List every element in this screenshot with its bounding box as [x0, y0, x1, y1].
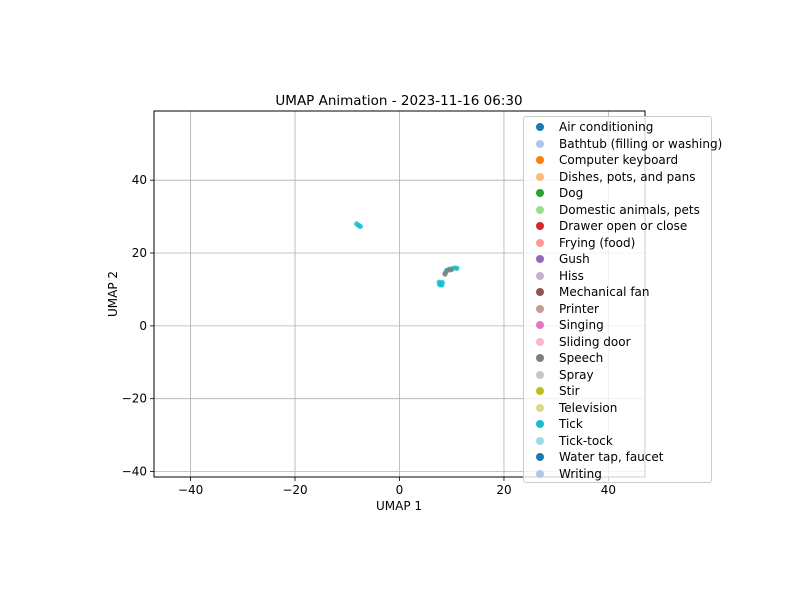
legend-marker-icon: [536, 337, 544, 346]
legend-item: Dog: [524, 185, 713, 201]
legend-item: Writing: [524, 466, 713, 482]
legend-item: Water tap, faucet: [524, 449, 713, 465]
legend-item: Gush: [524, 251, 713, 267]
legend-label: Singing: [559, 318, 604, 332]
legend-label: Printer: [559, 301, 599, 316]
legend-label: Computer keyboard: [559, 153, 679, 167]
legend-marker-icon: [536, 238, 544, 247]
y-tick-label: −20: [122, 392, 147, 406]
legend-label: Sliding door: [559, 334, 631, 349]
legend-marker-icon: [536, 436, 544, 445]
legend-marker-icon: [536, 172, 544, 181]
y-tick-label: 0: [139, 319, 147, 333]
legend-label: Writing: [559, 466, 602, 481]
legend-label: Dog: [559, 186, 584, 200]
data-point-speech: [442, 271, 448, 277]
x-tick-label: 20: [496, 483, 511, 497]
legend-marker-icon: [536, 123, 544, 131]
data-point-tick: [439, 282, 445, 288]
legend-label: Air conditioning: [559, 120, 654, 134]
legend-marker-icon: [536, 139, 544, 148]
x-tick-label: 0: [396, 483, 404, 497]
legend-marker-icon: [536, 156, 544, 164]
legend-label: Hiss: [559, 268, 584, 283]
x-tick-label: 40: [601, 483, 616, 497]
y-axis-ticks: −40 −20 0 20 40: [122, 173, 154, 479]
legend-marker-icon: [536, 403, 544, 412]
legend-item: Television: [524, 400, 713, 416]
legend-label: Drawer open or close: [559, 219, 688, 233]
x-axis-ticks: −40 −20 0 20 40: [178, 477, 616, 497]
legend-label: Tick-tock: [559, 433, 613, 448]
legend-item: Tick-tock: [524, 433, 713, 449]
legend-marker-icon: [536, 469, 544, 478]
legend-item: Frying (food): [524, 235, 713, 251]
legend-marker-icon: [536, 205, 544, 214]
x-axis-label: UMAP 1: [376, 499, 422, 513]
data-point-speech: [448, 267, 454, 273]
legend-label: Gush: [559, 252, 590, 266]
legend-item: Spray: [524, 367, 713, 383]
legend-item: Printer: [524, 301, 713, 317]
legend-item: Drawer open or close: [524, 218, 713, 234]
legend-label: Television: [559, 400, 618, 415]
y-axis-label: UMAP 2: [106, 271, 120, 317]
chart-title: UMAP Animation - 2023-11-16 06:30: [275, 93, 522, 109]
legend-marker-icon: [536, 271, 544, 280]
legend-item: Stir: [524, 383, 713, 399]
legend-marker-icon: [536, 370, 544, 379]
legend-marker-icon: [536, 420, 544, 428]
x-tick-label: −20: [282, 483, 307, 497]
legend-label: Speech: [559, 351, 604, 365]
legend-marker-icon: [536, 354, 544, 362]
legend-marker-icon: [536, 222, 544, 230]
legend-label: Domestic animals, pets: [559, 202, 700, 217]
data-points: [354, 221, 460, 288]
legend-label: Water tap, faucet: [559, 450, 664, 464]
legend-marker-icon: [536, 288, 544, 296]
legend-label: Frying (food): [559, 235, 636, 250]
legend-item: Dishes, pots, and pans: [524, 169, 713, 185]
legend-label: Spray: [559, 367, 594, 382]
legend-item: Tick: [524, 416, 713, 432]
legend-marker-icon: [536, 255, 544, 263]
legend-label: Bathtub (filling or washing): [559, 136, 723, 151]
legend-marker-icon: [536, 453, 544, 461]
y-tick-label: 20: [132, 246, 147, 260]
legend-item: Mechanical fan: [524, 284, 713, 300]
legend-item: Sliding door: [524, 334, 713, 350]
legend-label: Tick: [559, 417, 583, 431]
x-tick-label: −40: [178, 483, 203, 497]
legend-item: Singing: [524, 317, 713, 333]
legend-label: Dishes, pots, and pans: [559, 169, 696, 184]
legend-item: Computer keyboard: [524, 152, 713, 168]
legend-item: Air conditioning: [524, 119, 713, 135]
legend-item: Domestic animals, pets: [524, 202, 713, 218]
legend-item: Hiss: [524, 268, 713, 284]
data-point-tick: [454, 265, 460, 271]
legend-marker-icon: [536, 189, 544, 197]
y-tick-label: −40: [122, 465, 147, 479]
legend-label: Stir: [559, 384, 580, 398]
legend-marker-icon: [536, 387, 544, 395]
legend-item: Bathtub (filling or washing): [524, 136, 722, 152]
y-tick-label: 40: [132, 173, 147, 187]
data-point-tick: [357, 223, 363, 230]
legend-label: Mechanical fan: [559, 285, 650, 299]
legend-marker-icon: [536, 321, 544, 329]
legend: Air conditioning Bathtub (filling or wash…: [523, 116, 722, 483]
legend-marker-icon: [536, 304, 544, 313]
legend-item: Speech: [524, 350, 713, 366]
